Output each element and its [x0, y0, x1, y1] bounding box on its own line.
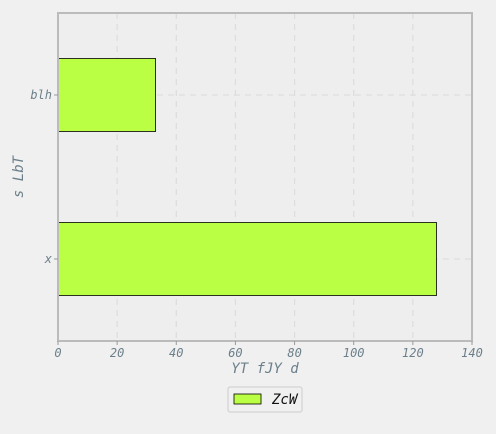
x-tick-label: 80: [287, 346, 301, 360]
bar-blh: [57, 58, 156, 132]
y-tick-label: x: [44, 252, 53, 266]
x-axis-title: YT fJY d: [231, 361, 299, 377]
plot-frame: [57, 12, 473, 342]
y-axis-ticks: x blh: [30, 88, 58, 266]
y-tick-label: blh: [30, 88, 52, 102]
legend-swatch: [233, 393, 262, 405]
x-tick-label: 40: [169, 346, 183, 360]
legend: ZcW: [227, 386, 303, 413]
legend-box: [227, 386, 303, 413]
x-tick-label: 100: [343, 346, 365, 360]
bar-x: [57, 222, 437, 296]
x-axis-ticks: 0 20 40 60 80 100 120 140: [54, 341, 483, 360]
x-tick-label: 0: [54, 346, 61, 360]
legend-label: ZcW: [271, 392, 299, 408]
x-tick-label: 60: [228, 346, 242, 360]
x-tick-label: 140: [461, 346, 483, 360]
x-tick-label: 120: [402, 346, 424, 360]
y-axis-title: s LbT: [11, 154, 27, 198]
bars: [57, 58, 437, 296]
x-tick-label: 20: [110, 346, 124, 360]
